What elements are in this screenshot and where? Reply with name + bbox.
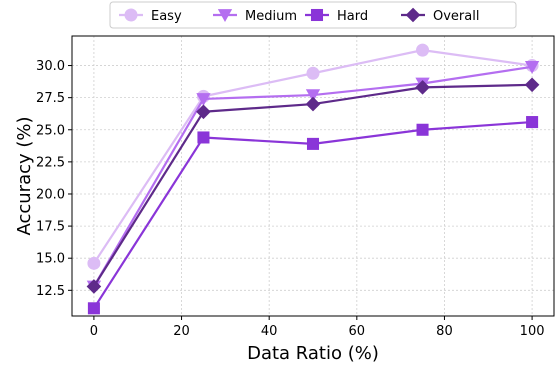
data-point-hard xyxy=(197,131,210,144)
data-point-hard xyxy=(306,137,320,150)
x-tick-label: 80 xyxy=(436,324,453,339)
x-tick-label: 20 xyxy=(173,324,190,339)
x-axis-title: Data Ratio (%) xyxy=(247,343,379,364)
legend-label-overall: Overall xyxy=(433,9,479,24)
x-tick-label: 0 xyxy=(90,324,98,339)
data-point-overall xyxy=(524,77,540,93)
series-easy xyxy=(87,43,539,270)
data-point-hard xyxy=(87,302,100,315)
legend-marker-overall xyxy=(405,7,421,23)
y-tick-label: 20.0 xyxy=(36,187,65,202)
data-point-overall xyxy=(196,104,211,120)
y-tick-label: 12.5 xyxy=(36,284,65,299)
x-tick-label: 60 xyxy=(349,324,366,339)
data-point-easy xyxy=(306,66,320,80)
data-point-easy xyxy=(87,256,101,270)
series-line-hard xyxy=(92,120,533,309)
legend-item-overall: Overall xyxy=(401,7,479,24)
y-axis-title: Accuracy (%) xyxy=(14,116,35,235)
data-point-hard xyxy=(526,116,539,129)
data-point-overall xyxy=(415,80,430,95)
series-overall xyxy=(86,77,540,294)
legend-item-easy: Easy xyxy=(119,8,182,24)
series-line-easy xyxy=(92,49,533,264)
x-tick-label: 40 xyxy=(261,324,278,339)
legend-label-easy: Easy xyxy=(151,9,182,24)
y-axis: 12.5 15.0 17.5 20.0 22.5 25.0 27.5 30.0 xyxy=(36,59,72,299)
data-point-easy xyxy=(416,43,430,57)
y-tick-label: 22.5 xyxy=(36,155,65,170)
data-point-overall xyxy=(305,96,321,112)
plot-area-frame xyxy=(71,35,555,317)
x-axis: 0 20 40 60 80 100 xyxy=(90,316,545,339)
legend-item-medium: Medium xyxy=(213,9,297,24)
data-point-medium xyxy=(524,60,540,74)
series-layer xyxy=(86,43,540,315)
legend-label-hard: Hard xyxy=(337,9,368,24)
x-tick-label: 100 xyxy=(520,324,545,339)
y-tick-label: 17.5 xyxy=(36,220,65,235)
grid xyxy=(72,36,554,316)
y-tick-label: 25.0 xyxy=(36,123,65,138)
legend-item-hard: Hard xyxy=(305,8,368,24)
y-tick-label: 27.5 xyxy=(36,91,65,106)
legend-label-medium: Medium xyxy=(245,9,297,24)
legend-marker-hard xyxy=(310,8,324,22)
legend-marker-easy xyxy=(124,8,138,22)
legend-marker-medium xyxy=(217,9,233,23)
legend: Easy Medium Hard Overall xyxy=(109,1,517,29)
series-line-overall xyxy=(92,83,533,288)
series-hard xyxy=(87,116,539,315)
y-tick-label: 15.0 xyxy=(36,252,65,267)
data-point-overall xyxy=(86,279,102,294)
data-point-medium xyxy=(305,89,321,103)
data-point-hard xyxy=(416,123,429,136)
data-point-medium xyxy=(196,93,211,106)
series-medium xyxy=(86,60,540,294)
y-tick-label: 30.0 xyxy=(36,59,65,74)
